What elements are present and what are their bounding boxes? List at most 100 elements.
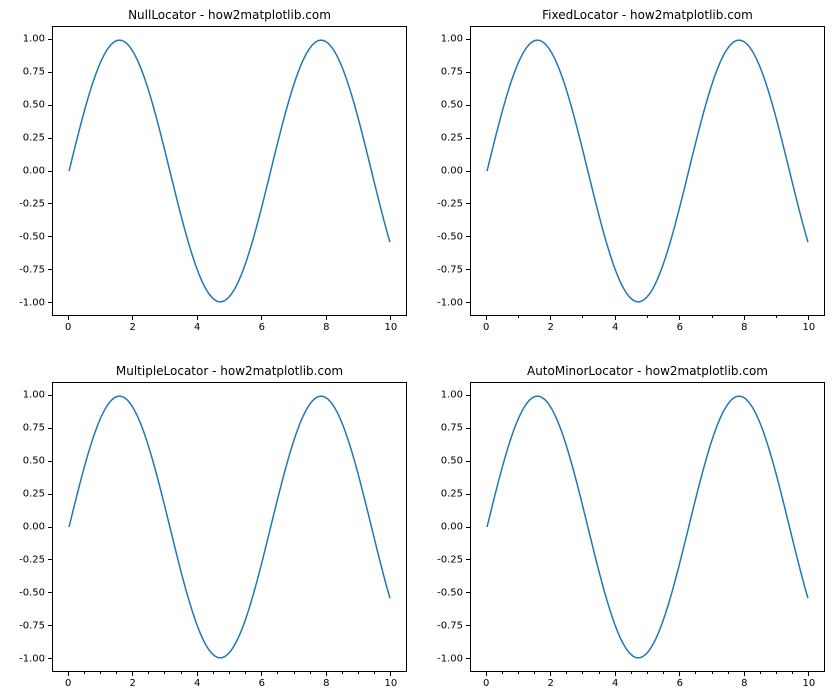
y-major-tick: [466, 494, 470, 495]
x-tick-label: 10: [384, 322, 397, 333]
y-major-tick: [48, 39, 52, 40]
y-major-tick: [466, 302, 470, 303]
subplot-title: NullLocator - how2matplotlib.com: [52, 8, 407, 22]
x-major-tick: [615, 316, 616, 320]
x-major-tick: [615, 672, 616, 676]
x-minor-tick: [116, 672, 117, 674]
x-major-tick: [808, 316, 809, 320]
x-minor-tick: [663, 672, 664, 674]
y-tick-label: -0.75: [19, 264, 45, 275]
x-major-tick: [197, 316, 198, 320]
y-major-tick: [48, 171, 52, 172]
y-tick-label: 1.00: [23, 390, 45, 401]
x-tick-label: 0: [65, 322, 71, 333]
y-major-tick: [466, 559, 470, 560]
x-tick-label: 0: [483, 678, 489, 689]
x-minor-tick: [792, 672, 793, 674]
x-major-tick: [68, 672, 69, 676]
x-tick-label: 6: [677, 322, 683, 333]
x-minor-tick: [647, 316, 648, 318]
y-major-tick: [48, 236, 52, 237]
y-major-tick: [466, 461, 470, 462]
y-tick-label: 0.75: [23, 67, 45, 78]
y-major-tick: [48, 269, 52, 270]
y-tick-label: 0.25: [441, 489, 463, 500]
y-tick-label: 0.25: [23, 489, 45, 500]
subplot-title: MultipleLocator - how2matplotlib.com: [52, 364, 407, 378]
x-minor-tick: [181, 672, 182, 674]
y-tick-label: 1.00: [441, 390, 463, 401]
y-major-tick: [466, 171, 470, 172]
axes-box: [52, 26, 407, 316]
y-major-tick: [48, 203, 52, 204]
axes-box: [470, 26, 825, 316]
y-major-tick: [466, 72, 470, 73]
x-tick-label: 2: [547, 678, 553, 689]
x-minor-tick: [229, 672, 230, 674]
y-tick-label: 0.00: [23, 522, 45, 533]
y-tick-label: 0.50: [441, 456, 463, 467]
y-major-tick: [466, 39, 470, 40]
x-tick-label: 10: [384, 678, 397, 689]
y-major-tick: [48, 302, 52, 303]
y-major-tick: [466, 658, 470, 659]
y-tick-label: 0.75: [441, 423, 463, 434]
x-minor-tick: [502, 672, 503, 674]
y-major-tick: [466, 395, 470, 396]
x-minor-tick: [647, 672, 648, 674]
x-major-tick: [679, 672, 680, 676]
y-tick-label: -1.00: [19, 297, 45, 308]
y-tick-label: -0.50: [437, 231, 463, 242]
y-tick-label: -0.75: [437, 620, 463, 631]
y-major-tick: [466, 527, 470, 528]
y-tick-label: 1.00: [441, 34, 463, 45]
x-minor-tick: [518, 316, 519, 318]
y-tick-label: -0.50: [19, 231, 45, 242]
y-major-tick: [48, 395, 52, 396]
y-tick-label: 0.75: [441, 67, 463, 78]
subplot-1: FixedLocator - how2matplotlib.com0246810…: [470, 26, 825, 316]
x-major-tick: [261, 672, 262, 676]
x-minor-tick: [213, 672, 214, 674]
axes-box: [52, 382, 407, 672]
x-tick-label: 8: [741, 678, 747, 689]
x-minor-tick: [534, 672, 535, 674]
x-minor-tick: [760, 672, 761, 674]
x-minor-tick: [599, 672, 600, 674]
figure: NullLocator - how2matplotlib.com 0 2 4 6 8 10 -…: [0, 0, 840, 700]
y-major-tick: [466, 592, 470, 593]
x-major-tick: [808, 672, 809, 676]
y-major-tick: [48, 428, 52, 429]
y-tick-label: 0.25: [23, 133, 45, 144]
y-major-tick: [466, 236, 470, 237]
x-tick-label: 8: [323, 678, 329, 689]
y-tick-label: -0.75: [437, 264, 463, 275]
x-minor-tick: [776, 672, 777, 674]
x-minor-tick: [342, 672, 343, 674]
y-tick-label: 0.00: [23, 166, 45, 177]
x-minor-tick: [100, 672, 101, 674]
y-major-tick: [48, 461, 52, 462]
x-major-tick: [390, 316, 391, 320]
x-minor-tick: [695, 672, 696, 674]
y-major-tick: [48, 105, 52, 106]
subplot-title: FixedLocator - how2matplotlib.com: [470, 8, 825, 22]
x-major-tick: [550, 316, 551, 320]
y-tick-label: -0.50: [437, 587, 463, 598]
y-tick-label: 0.50: [23, 456, 45, 467]
y-tick-label: -1.00: [437, 653, 463, 664]
sine-line: [471, 383, 824, 671]
x-major-tick: [486, 672, 487, 676]
x-minor-tick: [582, 672, 583, 674]
y-major-tick: [466, 203, 470, 204]
x-tick-label: 4: [194, 678, 200, 689]
x-major-tick: [132, 316, 133, 320]
x-major-tick: [390, 672, 391, 676]
x-tick-label: 4: [612, 678, 618, 689]
x-minor-tick: [277, 672, 278, 674]
y-major-tick: [466, 269, 470, 270]
x-tick-label: 4: [194, 322, 200, 333]
x-major-tick: [744, 316, 745, 320]
x-minor-tick: [728, 672, 729, 674]
x-tick-label: 2: [547, 322, 553, 333]
